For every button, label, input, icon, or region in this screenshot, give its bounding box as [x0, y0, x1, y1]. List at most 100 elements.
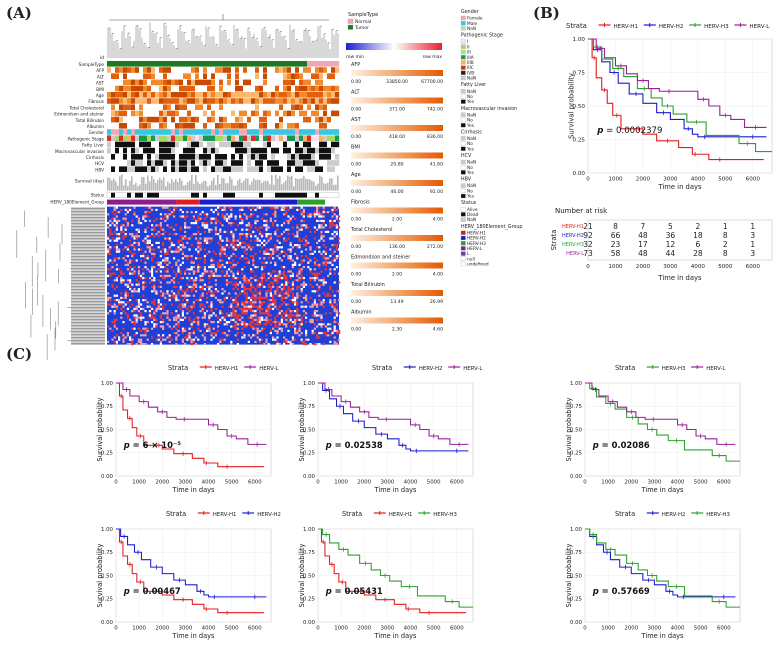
heatmap-cell [179, 244, 182, 247]
heatmap-cell [151, 208, 154, 211]
annotation-cell [315, 98, 320, 104]
annotation-cell [323, 160, 328, 166]
heatmap-cell [230, 213, 233, 216]
heatmap-cell [241, 321, 244, 324]
heatmap-cell [300, 277, 303, 280]
heatmap-cell [276, 248, 279, 251]
heatmap-cell [280, 259, 283, 262]
annotation-cell [327, 79, 332, 86]
heatmap-cell [234, 255, 237, 258]
annotation-cell [267, 135, 272, 141]
heatmap-cell [107, 261, 110, 264]
heatmap-cell [153, 301, 156, 304]
heatmap-cell [142, 255, 145, 258]
annotation-cell [291, 85, 296, 92]
heatmap-cell [170, 213, 173, 216]
group-segment [176, 199, 200, 205]
annotation-cell [179, 147, 184, 154]
annotation-cell [151, 123, 156, 129]
heatmap-cell [208, 250, 211, 253]
annotation-cell [183, 135, 188, 141]
heatmap-cell [118, 211, 121, 214]
legend-title: Fibrosis [351, 200, 370, 206]
annotation-cell [243, 98, 248, 104]
heatmap-cell [285, 310, 288, 313]
annotation-cell [115, 154, 120, 160]
heatmap-cell [302, 310, 305, 313]
annotation-cell [175, 98, 180, 104]
heatmap-cell [221, 312, 224, 315]
heatmap-cell [283, 296, 286, 299]
heatmap-cell [241, 228, 244, 231]
heatmap-cell [289, 250, 292, 253]
annotation-cell [263, 147, 268, 154]
legend-title: HBV [461, 177, 472, 183]
annotation-cell [119, 147, 124, 154]
heatmap-cell [122, 336, 125, 339]
annotation-cell [183, 160, 188, 166]
heatmap-cell [254, 208, 257, 211]
heatmap-cell [210, 266, 213, 269]
annotation-cell [171, 166, 176, 172]
heatmap-cell [124, 235, 127, 238]
group-segment [325, 199, 339, 205]
heatmap-cell [122, 301, 125, 304]
heatmap-cell [230, 340, 233, 343]
heatmap-cell [142, 316, 145, 319]
heatmap-cell [118, 250, 121, 253]
annotation-row [107, 129, 340, 135]
annotation-cell [195, 147, 200, 154]
heatmap-cell [170, 226, 173, 229]
heatmap-cell [164, 296, 167, 299]
heatmap-cell [302, 343, 305, 346]
heatmap-cell [155, 310, 158, 313]
annotation-cell [243, 123, 248, 129]
group-segment [199, 199, 298, 205]
heatmap-cell [228, 274, 231, 277]
annotation-cell [191, 98, 196, 104]
annotation-cell [143, 129, 148, 135]
annotation-cell [223, 141, 228, 148]
legend-swatch [460, 117, 466, 123]
legend-mid: 136.00 [389, 244, 405, 250]
annotation-cell [267, 160, 272, 166]
status-cell [239, 192, 243, 198]
heatmap-cell [164, 250, 167, 253]
strata-legend: Strata HERV-H2 HERV-L [372, 364, 482, 372]
annotation-cell [307, 79, 312, 86]
heatmap-cell [113, 305, 116, 308]
x-tick-label: 4000 [202, 479, 216, 485]
annotation-cell [187, 67, 192, 73]
annotation-cell [143, 141, 148, 148]
heatmap-cell [289, 288, 292, 291]
heatmap-cell [250, 277, 253, 280]
heatmap-cell [144, 310, 147, 313]
annotation-cell [271, 116, 276, 123]
heatmap-cell [316, 310, 319, 313]
heatmap-cell [335, 230, 338, 233]
heatmap-cell [153, 279, 156, 282]
annotation-cell [191, 67, 196, 73]
heatmap-cell [263, 277, 266, 280]
heatmap-cell [144, 257, 147, 260]
heatmap-cell [250, 248, 253, 251]
survival-bar [259, 179, 261, 191]
survival-bar [199, 184, 201, 191]
annotation-cell [319, 116, 324, 123]
heatmap-cell [305, 305, 308, 308]
annotation-cell [231, 110, 236, 117]
heatmap-cell [256, 215, 259, 218]
heatmap-cell [201, 211, 204, 214]
heatmap-cell [157, 246, 160, 249]
annotation-cell [247, 61, 252, 67]
x-tick-label: 3000 [663, 177, 678, 183]
annotation-cell [223, 79, 228, 86]
heatmap-cell [168, 325, 171, 328]
annotation-row [107, 98, 340, 104]
x-tick-label: 6000 [450, 479, 464, 485]
heatmap-cell [177, 266, 180, 269]
annotation-cell [267, 85, 272, 92]
y-tick-label: 0.00 [570, 620, 583, 626]
heatmap-cell [111, 338, 114, 341]
